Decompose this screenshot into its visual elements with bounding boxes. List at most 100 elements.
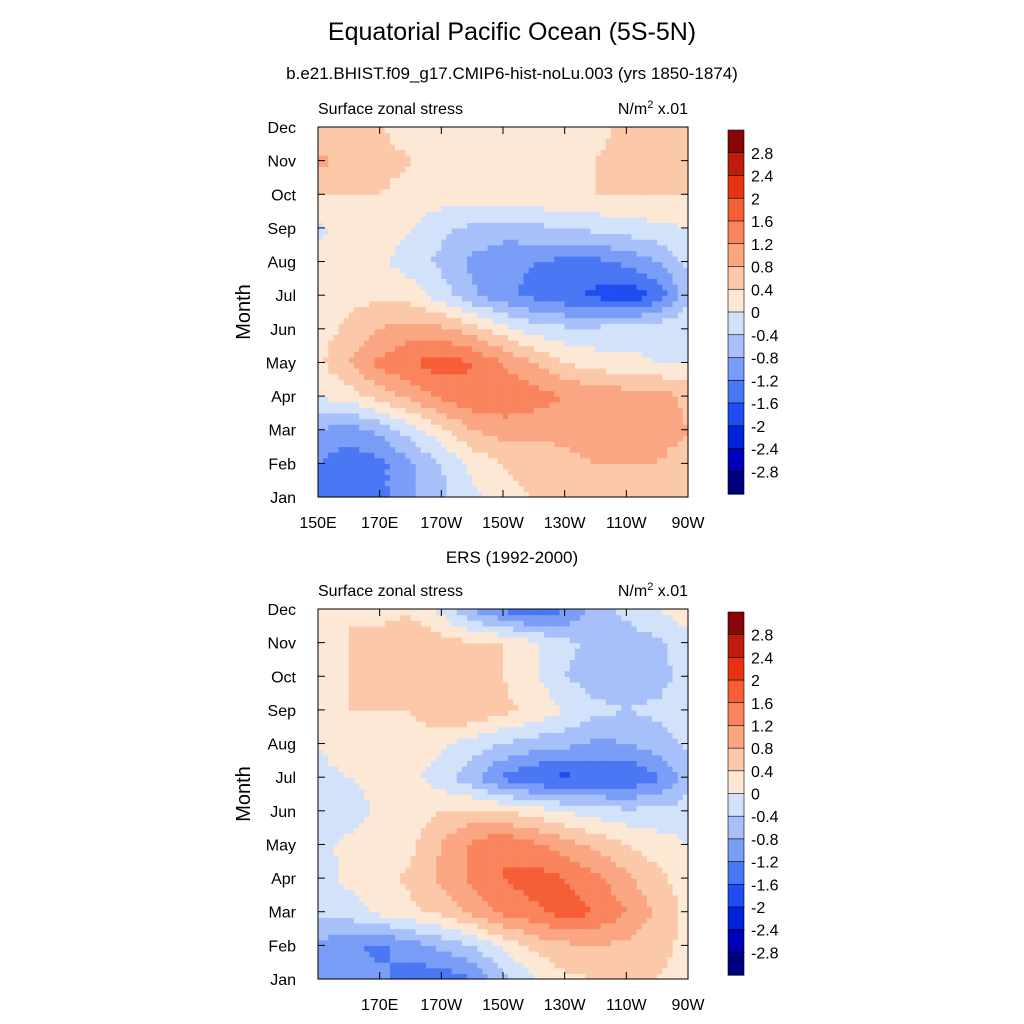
heatmap-cell [477,323,484,330]
heatmap-cell [487,289,494,296]
heatmap-cell [544,138,550,145]
heatmap-cell [472,491,478,498]
heatmap-cell [508,312,514,319]
heatmap-cell [631,199,638,207]
heatmap-cell [415,261,422,268]
heatmap-cell [600,418,607,425]
heatmap-cell [405,244,412,251]
heatmap-cell [538,396,545,403]
heatmap-cell [652,373,658,380]
heatmap-cell [605,205,612,212]
heatmap-cell [580,474,586,481]
heatmap-cell [538,272,545,279]
heatmap-cell [569,379,576,386]
heatmap-cell [482,362,489,369]
heatmap-cell [497,463,504,470]
heatmap-cell [508,127,514,134]
heatmap-cell [528,211,535,218]
heatmap-cell [348,211,355,218]
heatmap-cell [657,435,663,442]
heatmap-cell [621,127,627,134]
heatmap-cell [610,396,617,403]
heatmap-cell [379,222,386,229]
heatmap-cell [328,334,335,341]
heatmap-cell [338,211,345,218]
heatmap-cell [585,457,591,464]
heatmap-cell [657,452,663,459]
heatmap-cell [564,407,571,414]
heatmap-cell [359,384,365,392]
heatmap-cell [616,328,622,336]
heatmap-cell [441,412,448,420]
heatmap-cell [508,160,514,167]
heatmap-cell [662,233,669,240]
heatmap-cell [652,412,658,420]
heatmap-cell [353,950,360,958]
heatmap-cell [431,967,437,974]
heatmap-cell [425,345,432,352]
heatmap-cell [348,300,355,307]
heatmap-cell [528,328,535,336]
heatmap-cell [626,323,633,330]
heatmap-cell [451,177,458,184]
heatmap-cell [682,199,689,207]
heatmap-cell [513,468,520,476]
heatmap-cell [554,194,561,201]
heatmap-cell [348,345,355,352]
heatmap-cell [682,132,689,139]
heatmap-cell [590,356,597,364]
heatmap-cell [564,199,571,207]
heatmap-cell [467,491,473,498]
heatmap-cell [569,188,576,195]
heatmap-cell [672,373,679,380]
heatmap-cell [425,171,432,179]
heatmap-cell [585,138,591,145]
heatmap-cell [353,362,360,369]
heatmap-cell [503,188,509,195]
heatmap-cell [605,149,612,156]
heatmap-cell [677,440,684,448]
heatmap-cell [384,407,391,414]
heatmap-cell [580,255,586,263]
heatmap-cell [564,480,571,487]
heatmap-cell [585,312,591,319]
heatmap-cell [338,474,345,481]
heatmap-cell [513,295,520,302]
heatmap-cell [374,379,381,386]
heatmap-cell [425,356,432,364]
heatmap-cell [585,233,591,240]
heatmap-cell [451,457,458,464]
heatmap-cell [585,250,591,257]
heatmap-cell [682,295,689,302]
heatmap-cell [318,373,324,380]
heatmap-cell [595,312,602,319]
heatmap-cell [472,328,478,336]
heatmap-cell [323,199,329,207]
heatmap-cell [641,289,648,296]
heatmap-cell [544,177,550,184]
heatmap-cell [641,312,648,319]
heatmap-cell [374,283,381,291]
heatmap-cell [400,127,406,134]
heatmap-cell [662,132,669,139]
heatmap-cell [646,261,653,268]
heatmap-cell [682,368,689,375]
heatmap-cell [621,267,627,274]
heatmap-cell [353,188,360,195]
heatmap-cell [333,368,340,375]
heatmap-cell [544,368,550,375]
heatmap-cell [456,255,463,263]
heatmap-cell [348,244,355,251]
heatmap-cell [323,127,329,134]
heatmap-cell [574,396,581,403]
heatmap-cell [569,244,576,251]
heatmap-cell [595,384,602,392]
heatmap-cell [415,356,422,364]
heatmap-cell [492,328,499,336]
heatmap-cell [646,272,653,279]
heatmap-cell [379,211,386,218]
heatmap-cell [395,328,401,336]
heatmap-cell [472,149,478,156]
heatmap-cell [564,418,571,425]
heatmap-cell [369,250,376,257]
